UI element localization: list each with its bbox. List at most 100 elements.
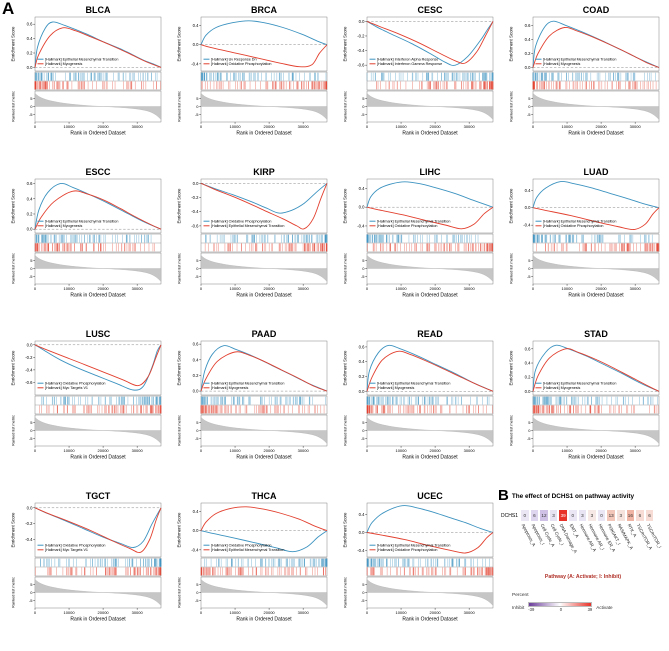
- es-tick-label: -0.2: [25, 355, 33, 360]
- rank-tick-label: 0: [30, 266, 33, 271]
- legend-label-1: [Hallmark] Epithelial Mesenchymal Transi…: [543, 58, 616, 62]
- rank-tick-label: 0: [528, 104, 531, 109]
- rank-axis-title: Ranked list metric: [177, 91, 182, 122]
- es-axis-title: Enrichment Score: [343, 26, 348, 61]
- gsea-plot-luad: LUAD 0.4 0.0 -0.4 Enrichment Score [Hallmark]…: [502, 165, 668, 327]
- x-axis-title: Rank in Ordered Dataset: [402, 293, 458, 299]
- enrichment-curve-2: [34, 190, 162, 230]
- gsea-plot-blca: BLCA 0.0 0.2 0.4 0.6 Enrichment Score [Hallmar…: [4, 3, 170, 165]
- x-tick-label: 20000: [596, 448, 608, 453]
- rank-axis-title: Ranked list metric: [343, 253, 348, 284]
- es-panel-border: [532, 16, 660, 72]
- x-tick-label: 10000: [395, 610, 407, 615]
- es-axis-title: Enrichment Score: [343, 512, 348, 547]
- enrichment-curve-1: [532, 181, 660, 209]
- es-tick-label: -0.4: [191, 209, 199, 214]
- x-tick-label: 30000: [464, 448, 476, 453]
- legend-label-2: [Hallmark] Oxidative Phosphorylation: [543, 224, 603, 228]
- rank-tick-label: -5: [527, 112, 531, 117]
- plot-title: LUSC: [86, 329, 111, 339]
- x-tick-label: 30000: [464, 286, 476, 291]
- es-tick-label: 0.2: [525, 375, 531, 380]
- rank-axis-title: Ranked list metric: [343, 91, 348, 122]
- gsea-plot-coad: COAD 0.0 0.2 0.4 0.6 Enrichment Score [Hallmar…: [502, 3, 668, 165]
- x-tick-label: 30000: [298, 610, 310, 615]
- rank-tick-label: -5: [195, 598, 199, 603]
- legend-label-2: [Hallmark] Myogenesis: [543, 386, 580, 390]
- rank-tick-label: 0: [196, 590, 199, 595]
- es-tick-label: 0.0: [27, 342, 33, 347]
- rank-axis-title: Ranked list metric: [343, 415, 348, 446]
- enrichment-curve-2: [34, 27, 162, 68]
- x-axis-title: Rank in Ordered Dataset: [402, 617, 458, 623]
- enrichment-curve-2: [200, 351, 328, 392]
- plot-title: STAD: [584, 329, 608, 339]
- gsea-plot-escc: ESCC 0.0 0.2 0.4 0.6 Enrichment Score [Hallmar…: [4, 165, 170, 327]
- es-tick-label: -0.2: [357, 33, 365, 38]
- gsea-plot-svg-read: READ 0.0 0.2 0.4 0.6 Enrichment Score [Hallmar…: [343, 329, 494, 461]
- x-axis-title: Rank in Ordered Dataset: [568, 131, 624, 137]
- es-panel-border: [200, 178, 328, 234]
- x-axis-title: Rank in Ordered Dataset: [568, 455, 624, 461]
- pathway-legend-note: Pathway (A: Activate; I: Inhibit): [544, 574, 622, 580]
- enrichment-curve-1: [366, 181, 494, 208]
- rank-tick-label: 5: [528, 420, 531, 425]
- x-tick-label: 0: [200, 286, 203, 291]
- es-tick-label: 0.4: [193, 509, 199, 514]
- heatmap-title: The effect of DCHS1 on pathway activity: [511, 493, 634, 500]
- rank-tick-label: 5: [196, 420, 199, 425]
- rank-tick-label: 0: [30, 590, 33, 595]
- es-tick-label: 0.0: [27, 227, 33, 232]
- es-tick-label: 0.0: [27, 65, 33, 70]
- heatmap-column-labels: Apoptosis_A Apoptosis_I Cell Cycle_A Cell C…: [500, 522, 668, 572]
- gsea-plot-tgct: TGCT 0.0 -0.2 -0.4 Enrichment Score [Hallmark…: [4, 489, 170, 651]
- x-tick-label: 10000: [395, 286, 407, 291]
- x-tick-label: 20000: [98, 448, 110, 453]
- percent-legend: Percent Inhibit -39 0 39 Activate: [498, 583, 668, 612]
- x-tick-label: 10000: [229, 286, 241, 291]
- es-tick-label: 0.0: [359, 530, 365, 535]
- heatmap-cell-13: 6: [635, 509, 645, 522]
- gsea-plot-lusc: LUSC 0.0 -0.2 -0.4 -0.6 Enrichment Score [Hall…: [4, 327, 170, 489]
- rank-tick-label: 5: [196, 258, 199, 263]
- ranked-metric-area: [34, 579, 162, 606]
- es-tick-label: 0.0: [193, 181, 199, 186]
- x-tick-label: 0: [532, 286, 535, 291]
- es-axis-title: Enrichment Score: [177, 188, 182, 223]
- legend-label-2: [Hallmark] Myogenesis: [211, 386, 248, 390]
- rank-tick-label: -5: [361, 112, 365, 117]
- enrichment-curve-2: [34, 344, 162, 387]
- rank-tick-label: 5: [528, 258, 531, 263]
- plot-title: LUAD: [584, 167, 609, 177]
- x-tick-label: 30000: [630, 124, 642, 129]
- x-axis-title: Rank in Ordered Dataset: [402, 131, 458, 137]
- rank-tick-label: -5: [29, 112, 33, 117]
- x-tick-label: 20000: [98, 124, 110, 129]
- rank-tick-label: -5: [195, 112, 199, 117]
- legend-label-2: [Hallmark] Oxidative Phosphorylation: [377, 548, 437, 552]
- x-tick-label: 0: [366, 286, 369, 291]
- legend-label-1: [Hallmark] Epithelial Mesenchymal Transi…: [45, 220, 118, 224]
- legend-label-1: [Hallmark] Oxidative Phosphorylation: [211, 220, 271, 224]
- rank-tick-label: -5: [527, 436, 531, 441]
- es-tick-label: 0.2: [193, 373, 199, 378]
- es-axis-title: Enrichment Score: [343, 188, 348, 223]
- es-tick-label: 0.6: [27, 181, 33, 186]
- es-tick-label: 0.0: [27, 505, 33, 510]
- ranked-metric-area: [34, 255, 162, 282]
- x-tick-label: 0: [532, 448, 535, 453]
- heatmap-cell-6: 0: [567, 509, 578, 522]
- x-tick-label: 0: [366, 124, 369, 129]
- x-axis-title: Rank in Ordered Dataset: [236, 293, 292, 299]
- gsea-plot-svg-luad: LUAD 0.4 0.0 -0.4 Enrichment Score [Hallmark]…: [509, 167, 660, 299]
- gsea-plot-svg-kirp: KIRP 0.0 -0.2 -0.4 -0.6 Enrichment Score [Hall…: [177, 167, 328, 299]
- legend-label-2: [Hallmark] Myogenesis: [45, 62, 82, 66]
- x-tick-label: 20000: [264, 124, 276, 129]
- es-panel-border: [34, 178, 162, 234]
- legend-label-2: [Hallmark] Myogenesis: [377, 386, 414, 390]
- es-tick-label: 0.0: [359, 389, 365, 394]
- enrichment-curve-2: [366, 532, 494, 554]
- es-tick-label: 0.4: [525, 188, 531, 193]
- plot-title: UCEC: [417, 491, 443, 501]
- es-tick-label: 0.4: [525, 361, 531, 366]
